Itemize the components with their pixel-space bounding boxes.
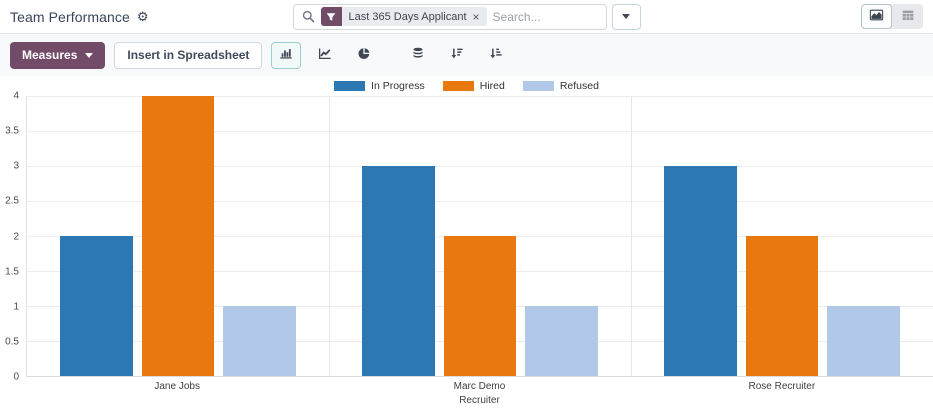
x-tick-label: Jane Jobs xyxy=(154,381,200,392)
sort-ascending-icon xyxy=(489,47,503,63)
search-icon xyxy=(302,10,315,23)
y-axis: 0 0.5 1 1.5 2 2.5 3 3.5 4 xyxy=(0,91,26,383)
bar-refused[interactable] xyxy=(525,306,598,376)
bar-group-jane-jobs xyxy=(27,96,329,376)
bars-row xyxy=(27,96,933,376)
line-chart-icon xyxy=(318,47,332,63)
stacked-button[interactable] xyxy=(403,42,433,69)
gridline-vertical xyxy=(630,96,632,376)
stacked-icon xyxy=(411,47,425,63)
legend-item[interactable]: In Progress xyxy=(334,80,425,92)
gridline-horizontal xyxy=(27,166,933,167)
filter-facet-label: Last 365 Days Applicant xyxy=(348,10,467,23)
legend-label: Refused xyxy=(559,80,599,92)
graph-view-button[interactable] xyxy=(861,4,892,29)
breadcrumb: Team Performance ⚙ xyxy=(10,9,293,25)
graph-view: In Progress Hired Refused 0 0.5 1 1.5 2 2.5 3 3.5… xyxy=(0,76,933,411)
filter-facet[interactable]: Last 365 Days Applicant × xyxy=(320,7,487,26)
y-tick-label: 0.5 xyxy=(5,336,19,348)
pivot-view-button[interactable] xyxy=(892,4,923,29)
bar-refused[interactable] xyxy=(223,306,296,376)
sort-asc-button[interactable] xyxy=(481,42,511,69)
bar-in-progress[interactable] xyxy=(664,166,737,376)
bar-hired[interactable] xyxy=(745,236,819,376)
legend-label: In Progress xyxy=(371,80,425,92)
legend-swatch xyxy=(522,81,554,91)
y-tick-label: 1 xyxy=(13,301,19,313)
y-tick-label: 2.5 xyxy=(5,195,19,207)
bar-in-progress[interactable] xyxy=(362,166,435,376)
x-axis: Jane Jobs Marc Demo Rose Recruiter xyxy=(26,381,933,392)
plot-row: 0 0.5 1 1.5 2 2.5 3 3.5 4 xyxy=(0,91,933,383)
legend-label: Hired xyxy=(479,80,505,92)
sort-desc-button[interactable] xyxy=(442,42,472,69)
measures-button-label: Measures xyxy=(22,48,78,62)
pie-chart-button[interactable] xyxy=(349,42,379,69)
gridline-vertical xyxy=(328,96,330,376)
filter-funnel-icon xyxy=(320,7,342,26)
chevron-down-icon xyxy=(85,52,94,58)
legend-swatch xyxy=(442,81,474,91)
y-tick-label: 4 xyxy=(13,90,19,102)
bar-refused[interactable] xyxy=(827,306,900,376)
bar-hired[interactable] xyxy=(141,96,215,376)
bar-hired[interactable] xyxy=(443,236,517,376)
remove-filter-icon[interactable]: × xyxy=(472,9,480,24)
view-switcher xyxy=(861,4,923,29)
gridline-horizontal xyxy=(27,96,933,97)
view-switcher-area xyxy=(641,4,923,29)
area-chart-icon xyxy=(869,8,884,25)
y-tick-label: 2 xyxy=(13,231,19,242)
gear-icon[interactable]: ⚙ xyxy=(136,9,149,24)
search-area: Last 365 Days Applicant × xyxy=(292,3,641,30)
control-panel: Team Performance ⚙ Last 365 Days Applica… xyxy=(0,0,933,34)
x-axis-title: Recruiter xyxy=(459,395,500,406)
bar-chart-icon xyxy=(279,47,293,63)
bar-in-progress[interactable] xyxy=(60,236,133,376)
y-tick-label: 3 xyxy=(13,160,19,172)
pivot-table-icon xyxy=(901,9,915,25)
insert-in-spreadsheet-button[interactable]: Insert in Spreadsheet xyxy=(114,41,263,69)
line-chart-button[interactable] xyxy=(310,42,340,69)
pie-chart-icon xyxy=(357,47,371,63)
search-input[interactable] xyxy=(492,9,600,24)
legend-item[interactable]: Hired xyxy=(442,80,505,92)
page-title: Team Performance xyxy=(10,8,130,25)
legend-item[interactable]: Refused xyxy=(522,80,599,92)
y-tick-label: 1.5 xyxy=(5,266,19,278)
x-tick-label: Marc Demo xyxy=(453,381,506,392)
bar-group-marc-demo xyxy=(329,96,631,376)
y-tick-label: 3.5 xyxy=(5,125,19,137)
bar-chart-button[interactable] xyxy=(271,41,302,69)
gridline-horizontal xyxy=(27,131,933,132)
legend: In Progress Hired Refused xyxy=(0,79,933,93)
bar-group-rose-recruiter xyxy=(631,96,933,376)
search-bar[interactable]: Last 365 Days Applicant × xyxy=(292,3,607,30)
sort-descending-icon xyxy=(450,47,464,63)
y-tick-label: 0 xyxy=(13,371,19,383)
plot-area xyxy=(26,96,933,377)
chevron-down-icon xyxy=(622,14,630,19)
search-dropdown-toggle[interactable] xyxy=(611,3,641,30)
graph-toolbar: Measures Insert in Spreadsheet xyxy=(0,34,933,76)
legend-swatch xyxy=(334,81,366,91)
gridline-horizontal xyxy=(27,201,933,202)
measures-button[interactable]: Measures xyxy=(10,41,106,69)
x-tick-label: Rose Recruiter xyxy=(748,381,816,392)
